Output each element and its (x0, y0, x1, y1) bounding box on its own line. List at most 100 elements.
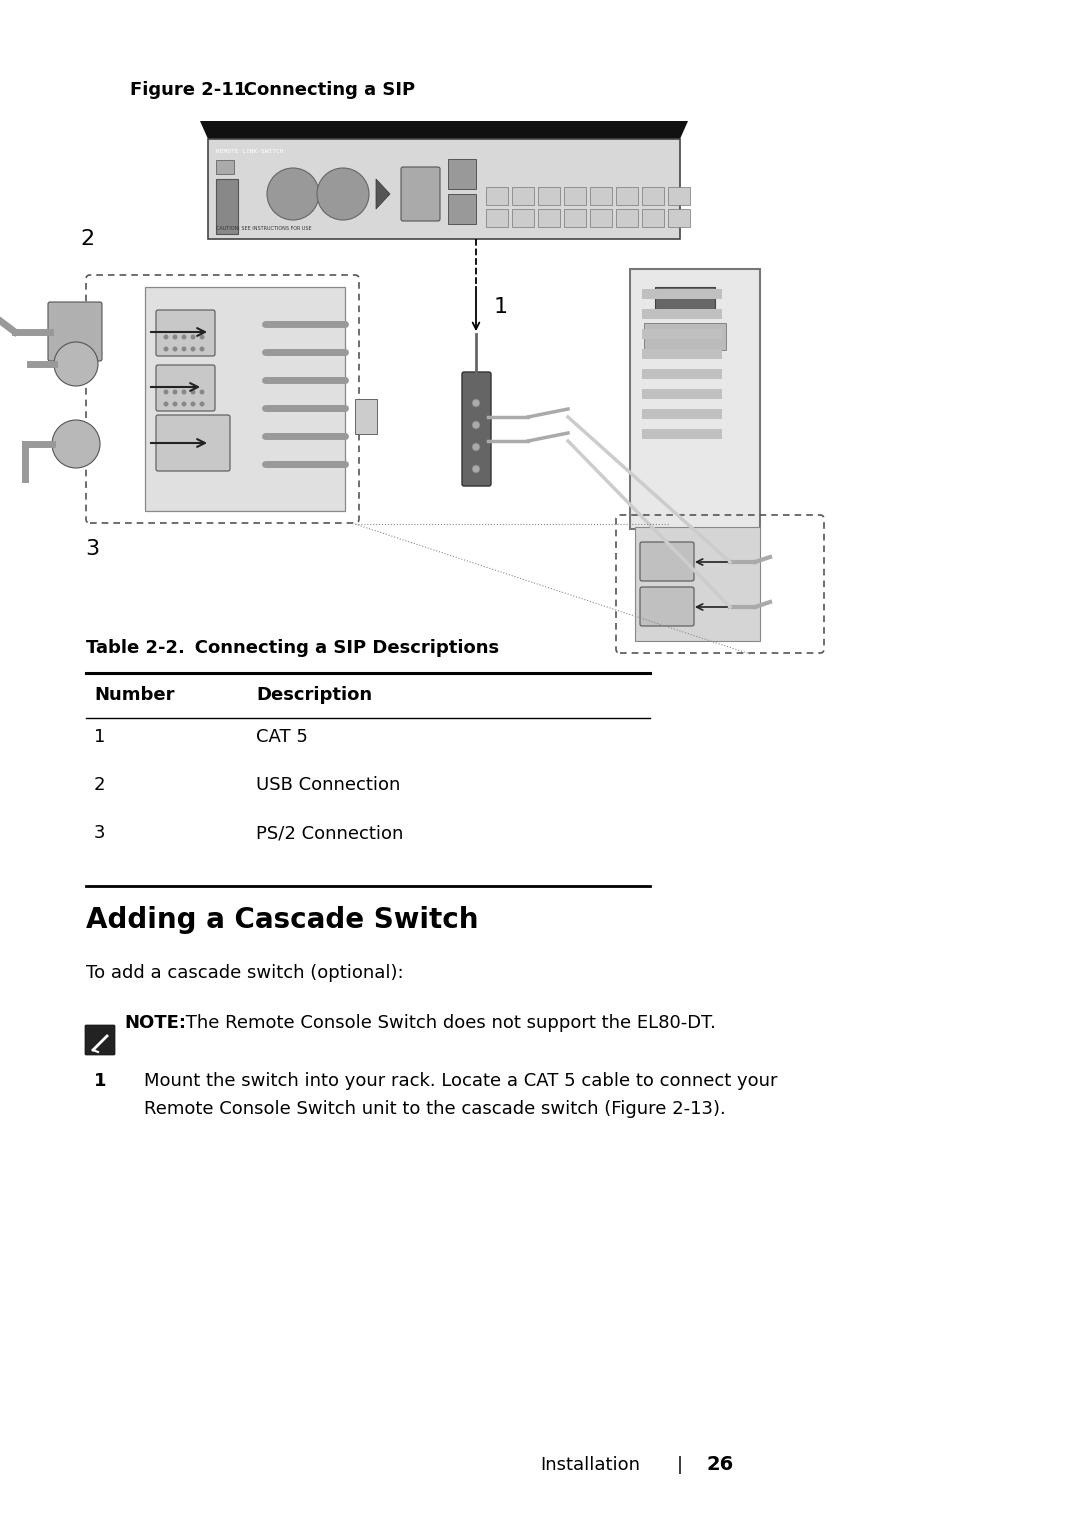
FancyBboxPatch shape (642, 209, 664, 226)
FancyBboxPatch shape (486, 187, 508, 205)
Text: REMOTE LINK-SWITCH: REMOTE LINK-SWITCH (216, 148, 283, 154)
Text: PS/2 Connection: PS/2 Connection (256, 824, 403, 842)
Circle shape (200, 402, 204, 407)
FancyBboxPatch shape (642, 329, 723, 339)
Polygon shape (200, 121, 688, 139)
FancyBboxPatch shape (486, 209, 508, 226)
FancyBboxPatch shape (564, 209, 586, 226)
FancyBboxPatch shape (85, 1024, 114, 1055)
Text: Adding a Cascade Switch: Adding a Cascade Switch (86, 907, 478, 934)
FancyBboxPatch shape (635, 528, 760, 641)
Circle shape (200, 390, 204, 394)
FancyBboxPatch shape (642, 349, 723, 359)
Text: 1: 1 (494, 297, 508, 317)
Circle shape (200, 335, 204, 339)
Text: Installation: Installation (540, 1456, 640, 1474)
Circle shape (472, 443, 480, 451)
Circle shape (52, 420, 100, 468)
Text: Figure 2-11.: Figure 2-11. (130, 81, 253, 99)
Circle shape (190, 390, 195, 394)
Text: CAUTION: SEE INSTRUCTIONS FOR USE: CAUTION: SEE INSTRUCTIONS FOR USE (216, 226, 312, 231)
FancyBboxPatch shape (512, 209, 534, 226)
Circle shape (173, 347, 177, 352)
Circle shape (190, 347, 195, 352)
Text: Table 2-2.: Table 2-2. (86, 639, 185, 657)
FancyBboxPatch shape (642, 368, 723, 379)
FancyBboxPatch shape (642, 388, 723, 399)
Text: Connecting a SIP: Connecting a SIP (225, 81, 415, 99)
Text: |: | (677, 1456, 683, 1474)
FancyBboxPatch shape (216, 179, 238, 234)
Text: 3: 3 (85, 540, 99, 560)
FancyBboxPatch shape (640, 587, 694, 625)
Circle shape (472, 420, 480, 430)
FancyBboxPatch shape (216, 161, 234, 174)
FancyBboxPatch shape (156, 414, 230, 471)
FancyBboxPatch shape (156, 310, 215, 356)
Text: 1: 1 (94, 728, 106, 746)
Text: Description: Description (256, 687, 373, 703)
FancyBboxPatch shape (590, 209, 612, 226)
Circle shape (163, 335, 168, 339)
FancyBboxPatch shape (642, 309, 723, 320)
FancyBboxPatch shape (564, 187, 586, 205)
Circle shape (181, 390, 187, 394)
FancyBboxPatch shape (642, 289, 723, 300)
Circle shape (181, 402, 187, 407)
Text: 2: 2 (80, 229, 94, 249)
Text: 3: 3 (94, 824, 106, 842)
Text: Number: Number (94, 687, 175, 703)
Circle shape (173, 402, 177, 407)
FancyBboxPatch shape (616, 209, 638, 226)
FancyBboxPatch shape (538, 209, 561, 226)
Text: CAT 5: CAT 5 (256, 728, 308, 746)
FancyBboxPatch shape (669, 209, 690, 226)
Circle shape (163, 347, 168, 352)
FancyBboxPatch shape (512, 187, 534, 205)
Text: 1: 1 (94, 1072, 107, 1090)
Polygon shape (376, 179, 390, 209)
Text: 26: 26 (706, 1456, 733, 1474)
FancyBboxPatch shape (156, 365, 215, 411)
Text: USB Connection: USB Connection (256, 777, 401, 794)
FancyBboxPatch shape (642, 408, 723, 419)
FancyBboxPatch shape (48, 303, 102, 361)
Circle shape (163, 390, 168, 394)
FancyBboxPatch shape (630, 269, 760, 529)
FancyBboxPatch shape (355, 399, 377, 434)
FancyBboxPatch shape (654, 287, 715, 309)
FancyBboxPatch shape (145, 287, 345, 511)
Text: NOTE:: NOTE: (124, 1014, 186, 1032)
Circle shape (190, 335, 195, 339)
Circle shape (472, 465, 480, 472)
FancyBboxPatch shape (616, 187, 638, 205)
Circle shape (54, 342, 98, 385)
FancyBboxPatch shape (644, 323, 726, 350)
Circle shape (200, 347, 204, 352)
Text: Connecting a SIP Descriptions: Connecting a SIP Descriptions (176, 639, 499, 657)
Circle shape (181, 347, 187, 352)
Text: To add a cascade switch (optional):: To add a cascade switch (optional): (86, 963, 404, 982)
Text: Mount the switch into your rack. Locate a CAT 5 cable to connect your: Mount the switch into your rack. Locate … (144, 1072, 778, 1090)
FancyBboxPatch shape (669, 187, 690, 205)
FancyBboxPatch shape (448, 194, 476, 225)
FancyBboxPatch shape (642, 430, 723, 439)
FancyBboxPatch shape (208, 139, 680, 239)
Circle shape (267, 168, 319, 220)
Text: Remote Console Switch unit to the cascade switch (Figure 2-13).: Remote Console Switch unit to the cascad… (144, 1099, 726, 1118)
FancyBboxPatch shape (448, 159, 476, 190)
Circle shape (173, 390, 177, 394)
FancyBboxPatch shape (642, 187, 664, 205)
FancyBboxPatch shape (538, 187, 561, 205)
Circle shape (173, 335, 177, 339)
Circle shape (318, 168, 369, 220)
FancyBboxPatch shape (640, 541, 694, 581)
Circle shape (163, 402, 168, 407)
Circle shape (190, 402, 195, 407)
FancyBboxPatch shape (590, 187, 612, 205)
FancyBboxPatch shape (401, 167, 440, 222)
FancyBboxPatch shape (462, 372, 491, 486)
Text: The Remote Console Switch does not support the EL80-DT.: The Remote Console Switch does not suppo… (180, 1014, 716, 1032)
Text: 2: 2 (94, 777, 106, 794)
Circle shape (181, 335, 187, 339)
